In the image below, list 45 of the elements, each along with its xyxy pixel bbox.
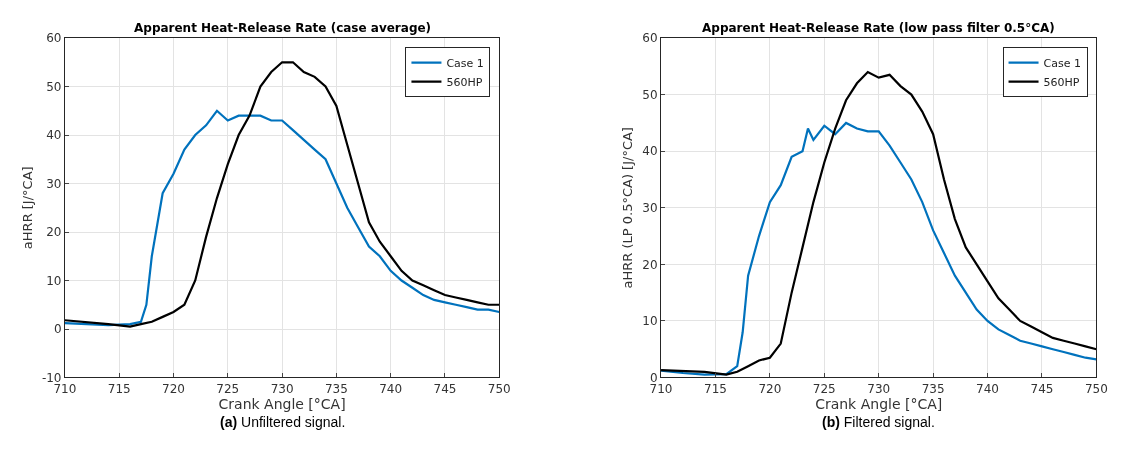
x-tick-label: 720 xyxy=(162,381,185,396)
text: (a) Unfiltered signal. xyxy=(220,414,346,430)
y-tick-label: 60 xyxy=(642,31,658,46)
x-axis-title: Crank Angle [°CA] xyxy=(815,396,943,413)
legend-label: 560HP xyxy=(1043,75,1080,89)
x-tick-label: 725 xyxy=(216,381,240,396)
y-tick-label: 20 xyxy=(46,225,62,240)
x-tick-label: 735 xyxy=(921,381,945,396)
x-tick-label: 735 xyxy=(324,381,348,396)
y-tick-label: 40 xyxy=(46,128,62,143)
line-series xyxy=(64,109,500,327)
y-tick-label: 40 xyxy=(642,144,658,159)
y-tick-label: 60 xyxy=(46,31,62,46)
legend-label: 560HP xyxy=(446,75,483,89)
y-tick-label: 10 xyxy=(46,273,62,288)
x-tick-label: 715 xyxy=(704,381,727,396)
x-tick-label: 740 xyxy=(976,381,999,396)
line-series xyxy=(661,121,1097,376)
x-tick-label: 740 xyxy=(379,381,403,396)
y-tick-label: 30 xyxy=(642,200,658,215)
y-tick-label: 50 xyxy=(46,79,62,94)
x-tick-label: 715 xyxy=(107,381,131,396)
chart-title: Apparent Heat-Release Rate (low pass filter 0.5°CA) xyxy=(702,21,1055,35)
x-tick-label: 750 xyxy=(1084,381,1108,396)
y-axis-title: aHRR [J/°CA] xyxy=(19,166,35,250)
x-tick-label: 745 xyxy=(1030,381,1054,396)
legend-label: Case 1 xyxy=(1043,56,1081,70)
y-tick-label: 30 xyxy=(46,176,62,191)
x-tick-label: 730 xyxy=(867,381,891,396)
x-tick-label: 745 xyxy=(433,381,457,396)
line-series xyxy=(64,61,500,328)
x-axis-title: Crank Angle [°CA] xyxy=(218,396,346,413)
line-series xyxy=(661,70,1097,376)
y-tick-label: 0 xyxy=(53,322,62,337)
x-tick-label: 720 xyxy=(758,381,782,396)
chart-title: Apparent Heat-Release Rate (case average) xyxy=(134,21,432,35)
y-tick-label: 20 xyxy=(642,257,658,272)
x-tick-label: 750 xyxy=(487,381,511,396)
x-tick-label: 730 xyxy=(270,381,294,396)
y-axis-title: aHRR (LP 0.5°CA) [J/°CA] xyxy=(620,127,636,289)
y-tick-label: 10 xyxy=(642,314,658,329)
y-tick-label: 50 xyxy=(642,87,658,102)
text: (b) Filtered signal. xyxy=(822,414,935,430)
x-tick-label: 725 xyxy=(812,381,836,396)
legend-label: Case 1 xyxy=(446,56,484,70)
